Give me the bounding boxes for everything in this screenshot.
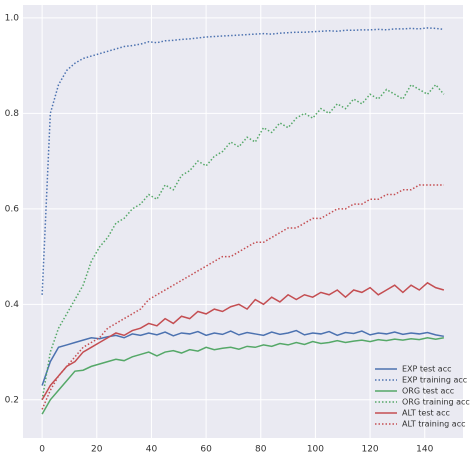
y-tick-label: 0.6	[5, 204, 20, 214]
series-line	[41, 83, 445, 400]
y-tick-label: 0.4	[5, 300, 20, 310]
x-tick-label: 0	[39, 445, 45, 455]
x-tick-label: 120	[361, 445, 378, 455]
plot-area	[23, 5, 463, 438]
legend-label: ALT training acc	[402, 420, 466, 429]
legend-label: EXP training acc	[402, 376, 467, 385]
x-tick-label: 60	[200, 445, 212, 455]
legend-label: EXP test acc	[402, 365, 452, 374]
legend-label: ORG test acc	[402, 387, 454, 396]
series-line	[41, 281, 445, 401]
x-tick-label: 20	[91, 445, 103, 455]
y-tick-label: 0.8	[5, 109, 20, 119]
legend-label: ALT test acc	[402, 409, 450, 418]
x-tick-label: 80	[255, 445, 267, 455]
y-tick-label: 0.2	[5, 395, 19, 405]
x-tick-label: 100	[307, 445, 324, 455]
series-line	[41, 27, 444, 295]
x-tick-label: 40	[146, 445, 158, 455]
x-tick-label: 140	[416, 445, 433, 455]
series-line	[41, 336, 444, 415]
legend-label: ORG training acc	[402, 398, 470, 407]
y-tick-label: 1.0	[5, 13, 20, 23]
